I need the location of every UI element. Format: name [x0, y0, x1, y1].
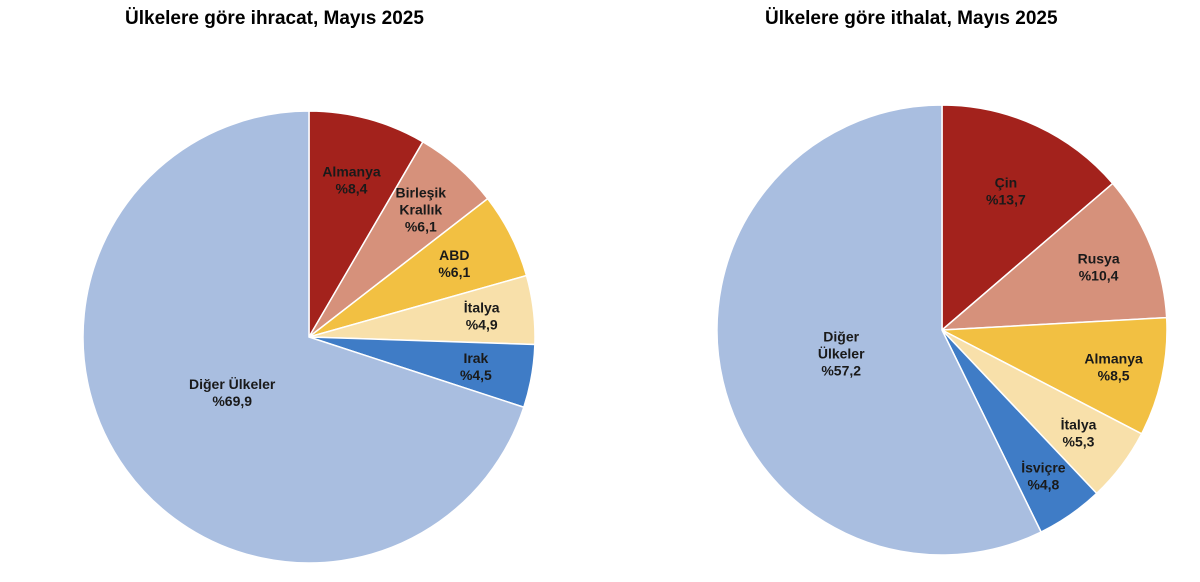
import-slice-value-almanya: %8,5 [1098, 368, 1130, 384]
export-slice-value-birlesik-krallik: %6,1 [405, 219, 437, 235]
import-slice-label-cin: Çin %13,7 [986, 175, 1026, 208]
import-slice-label-rusya: Rusya %10,4 [1078, 251, 1120, 284]
export-slice-value-abd: %6,1 [438, 264, 470, 280]
import-slice-name-rusya: Rusya [1078, 251, 1120, 267]
import-slice-rusya [939, 182, 1168, 331]
export-slice-label-birlesik-krallik: Birleşik Krallık %6,1 [396, 185, 447, 235]
import-slice-label-almanya: Almanya %8,5 [1084, 351, 1143, 384]
export-slice-label-abd: ABD %6,1 [438, 247, 470, 280]
import-slice-name-italya: İtalya [1061, 417, 1097, 433]
import-slice-label-isvicre: İsviçre %4,8 [1021, 460, 1066, 493]
export-slice-name-birlesik-krallik: Birleşik [396, 185, 447, 201]
export-slice-name-birlesik-krallik: Krallık [399, 202, 442, 218]
export-slice-name-italya: İtalya [464, 300, 500, 316]
import-slice-name-isvicre: İsviçre [1021, 460, 1066, 476]
import-slice-name-cin: Çin [995, 175, 1018, 191]
export-slice-value-diger-ulkeler: %69,9 [212, 393, 252, 409]
import-slice-label-diger-ulkeler: Diğer Ülkeler %57,2 [818, 328, 865, 378]
import-slice-name-diger-ulkeler: Diğer [823, 328, 859, 344]
import-slice-diger-ulkeler [716, 104, 1043, 556]
import-slice-cin [941, 104, 1114, 332]
export-slice-almanya [308, 110, 424, 340]
export-slice-name-irak: Irak [463, 350, 488, 366]
export-slice-name-almanya: Almanya [322, 163, 381, 179]
export-slice-value-italya: %4,9 [466, 317, 498, 333]
export-slice-value-irak: %4,5 [460, 367, 492, 383]
import-slice-value-diger-ulkeler: %57,2 [821, 362, 861, 378]
export-slice-value-almanya: %8,4 [336, 180, 368, 196]
import-slice-label-italya: İtalya %5,3 [1061, 417, 1097, 450]
export-slice-label-diger-ulkeler: Diğer Ülkeler %69,9 [189, 376, 276, 409]
export-chart-title: Ülkelere göre ihracat, Mayıs 2025 [125, 8, 424, 29]
import-chart-title: Ülkelere göre ithalat, Mayıs 2025 [765, 8, 1058, 29]
import-slice-value-cin: %13,7 [986, 192, 1026, 208]
export-slice-name-diger-ulkeler: Diğer Ülkeler [189, 376, 276, 392]
import-slice-value-rusya: %10,4 [1079, 268, 1119, 284]
export-slice-name-abd: ABD [439, 247, 469, 263]
export-slice-diger-ulkeler [82, 110, 525, 564]
import-slice-name-almanya: Almanya [1084, 351, 1143, 367]
export-slice-label-irak: Irak %4,5 [460, 350, 492, 383]
import-slice-name-diger-ulkeler: Ülkeler [818, 345, 865, 361]
import-slice-almanya [939, 316, 1168, 435]
export-slice-label-almanya: Almanya %8,4 [322, 163, 381, 196]
export-slice-label-italya: İtalya %4,9 [464, 300, 500, 333]
import-slice-value-isvicre: %4,8 [1027, 477, 1059, 493]
import-slice-value-italya: %5,3 [1063, 434, 1095, 450]
